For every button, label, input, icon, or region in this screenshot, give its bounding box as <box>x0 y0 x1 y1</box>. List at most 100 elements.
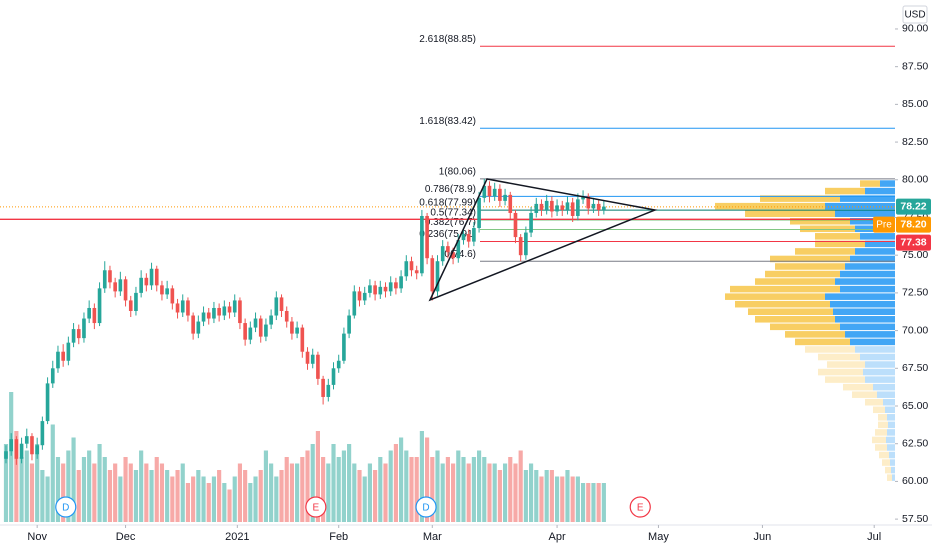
event-label: D <box>422 503 429 514</box>
candle-body <box>326 384 331 397</box>
candle-body <box>378 286 383 295</box>
volume-bar <box>341 450 346 522</box>
axes: 57.50 60.00 62.50 65.00 67.50 70.00 72.50 75.00… <box>27 23 928 543</box>
y-tick-label: 70.00 <box>902 324 928 336</box>
volume-bar <box>414 457 419 522</box>
candle-body <box>269 315 273 325</box>
volume-bar <box>575 476 580 522</box>
candle-body <box>295 327 299 334</box>
fib-levels: 2.618(88.85) 1.618(83.42) 1(80.06) 0.786(78… <box>0 34 895 262</box>
candle-body <box>212 307 216 319</box>
y-tick-label: 67.50 <box>902 362 928 374</box>
volume-bar <box>40 470 45 522</box>
candle-body <box>409 261 414 271</box>
currency-box[interactable] <box>902 5 928 24</box>
y-tick-label: 85.00 <box>902 98 928 110</box>
candle-body <box>160 285 164 295</box>
volume-bar <box>466 463 471 522</box>
candle-body <box>87 307 91 319</box>
candle-body <box>602 206 606 210</box>
volume-bars <box>3 392 606 522</box>
x-tick-label: Apr <box>549 531 566 543</box>
volume-bar <box>274 476 279 522</box>
volume-bar <box>560 476 565 522</box>
volume-bar <box>289 463 295 522</box>
volume-bar <box>123 457 128 522</box>
fib-label: 0.382(76.7) <box>425 217 476 228</box>
candle-body <box>446 246 450 253</box>
volume-bar <box>19 457 24 522</box>
candle-body <box>399 276 403 289</box>
candle-body <box>404 261 409 277</box>
profile-up <box>818 368 863 376</box>
candle-body <box>92 307 97 324</box>
profile-down <box>845 331 895 338</box>
candle-body <box>321 378 325 397</box>
candle-body <box>430 258 435 292</box>
candle-body <box>305 351 310 364</box>
profile-down <box>860 233 895 240</box>
profile-up <box>865 398 883 406</box>
price-axis-bg <box>895 0 932 525</box>
volume-bar <box>477 450 482 522</box>
y-tick-label: 75.00 <box>902 249 928 261</box>
profile-up <box>818 353 860 361</box>
volume-bar <box>482 457 487 522</box>
volume-bar <box>570 476 575 522</box>
candle-body <box>149 268 154 286</box>
candle-body <box>466 234 471 242</box>
volume-bar <box>409 457 414 522</box>
profile-down <box>888 421 895 429</box>
profile-up <box>795 338 850 346</box>
x-tick-label: May <box>648 531 669 543</box>
volume-bar <box>45 476 50 522</box>
profile-down <box>892 474 895 481</box>
volume-bar <box>404 450 409 522</box>
candle-body <box>253 318 258 328</box>
volume-bar <box>284 457 289 522</box>
volume-bar <box>92 463 97 522</box>
profile-up <box>785 331 845 338</box>
volume-bar <box>425 437 430 522</box>
volume-bar <box>3 444 9 522</box>
volume-bar <box>383 463 388 522</box>
profile-down <box>885 406 895 414</box>
candle-body <box>196 321 201 334</box>
event-marker <box>55 496 77 518</box>
candle-body <box>232 300 237 313</box>
volume-bar <box>139 450 144 522</box>
candle-body <box>534 203 539 213</box>
volume-bar <box>206 483 211 522</box>
candle-body <box>50 368 55 384</box>
profile-down <box>873 383 895 391</box>
candle-body <box>352 291 357 316</box>
volume-bar <box>237 463 243 522</box>
volume-bar <box>97 444 102 522</box>
profile-down <box>891 466 895 474</box>
volume-bar <box>378 457 383 522</box>
profile-up <box>790 217 850 225</box>
volume-bar <box>596 483 601 522</box>
volume-bar <box>461 457 466 522</box>
volume-bar <box>373 470 378 522</box>
profile-down <box>825 202 895 210</box>
candle-body <box>290 321 294 334</box>
triangle-drawing <box>428 178 658 302</box>
candle-body <box>170 288 175 304</box>
volume-bar <box>9 392 14 522</box>
volume-bar <box>580 483 586 522</box>
profile-up <box>873 406 885 414</box>
profile-down <box>880 180 895 187</box>
profile-up <box>872 436 886 444</box>
volume-bar <box>253 476 258 522</box>
profile-up <box>887 474 892 481</box>
candle-body <box>30 436 34 455</box>
profile-down <box>840 270 895 278</box>
y-tick-label: 80.00 <box>902 174 928 186</box>
price-tag: 78.20 <box>900 218 926 230</box>
candle-body <box>40 421 45 446</box>
volume-bar <box>87 450 92 522</box>
profile-down <box>865 376 895 383</box>
candle-body <box>139 277 143 293</box>
candle-body <box>451 252 455 259</box>
